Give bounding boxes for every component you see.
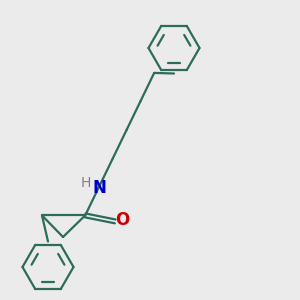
Text: H: H	[80, 176, 91, 190]
Text: O: O	[115, 211, 129, 229]
Text: N: N	[93, 179, 106, 197]
